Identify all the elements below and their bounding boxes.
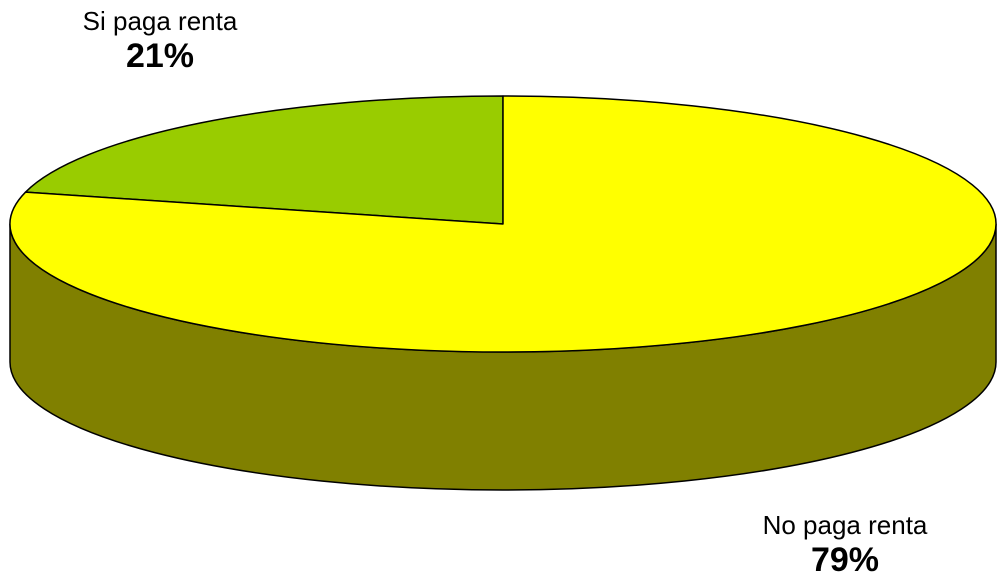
slice-name: Si paga renta (82, 6, 238, 36)
slice-percent: 21% (125, 37, 195, 75)
slice-percent: 79% (810, 541, 880, 579)
slice-label-no-paga-renta: No paga renta 79% (745, 510, 945, 580)
slice-1 (9, 95, 997, 353)
slice-0 (24, 95, 504, 225)
slice-label-si-paga-renta: Si paga renta 21% (60, 6, 260, 76)
slice-name: No paga renta (762, 510, 928, 540)
pie-top (9, 95, 997, 353)
